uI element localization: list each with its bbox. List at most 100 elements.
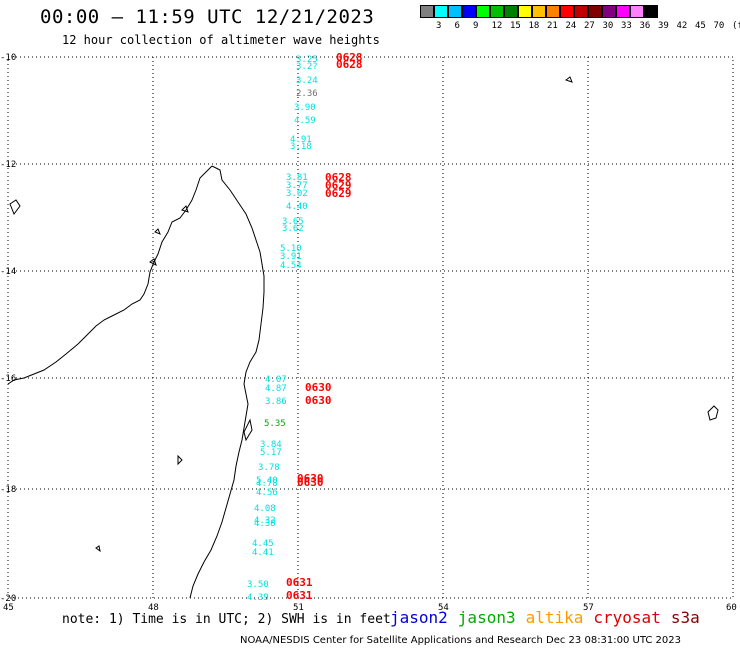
color-legend — [420, 5, 658, 18]
legend-label: 18 — [528, 21, 540, 31]
wave-height-reading: 4.54 — [280, 261, 302, 271]
agalega-island — [564, 76, 573, 83]
legend-swatch — [588, 5, 602, 18]
lat-label: -12 — [0, 160, 16, 170]
wave-height-reading: 3.84 — [260, 440, 282, 450]
legend-label: 30 — [602, 21, 614, 31]
legend-label: 3 — [436, 21, 442, 31]
legend-swatch — [574, 5, 588, 18]
lat-label: -20 — [0, 594, 16, 604]
lon-label: 45 — [3, 603, 14, 613]
legend-label: 70 — [713, 21, 725, 31]
madagascar-coastline — [7, 165, 265, 599]
wave-height-reading: 3.02 — [286, 189, 308, 199]
wave-height-reading: 3.2? — [296, 62, 318, 72]
wave-height-reading: 3.50 — [247, 580, 269, 590]
wave-height-reading: 4.38 — [254, 519, 276, 529]
sainte-marie-island — [243, 418, 253, 442]
legend-label: 15 — [510, 21, 521, 31]
map-title: 00:00 – 11:59 UTC 12/21/2023 — [40, 6, 375, 28]
wave-height-reading: 3.78 — [258, 463, 280, 473]
legend-swatch — [504, 5, 518, 18]
wave-height-reading: 4.91 — [290, 135, 312, 145]
wave-height-reading: 3.77 — [286, 181, 308, 191]
legend-swatch — [462, 5, 476, 18]
units-note: note: 1) Time is in UTC; 2) SWH is in fe… — [62, 612, 391, 627]
satellite-name: altika — [525, 608, 584, 627]
nosy-be-islands — [9, 199, 189, 266]
wave-height-reading: 5.35 — [264, 419, 286, 429]
wave-height-reading: 3.81 — [286, 173, 308, 183]
wave-height-reading: 5.17 — [260, 448, 282, 458]
wave-height-reading: 5.40 — [256, 476, 278, 486]
map-frame — [7, 56, 734, 599]
lon-label: 48 — [148, 603, 159, 613]
satellite-name: s3a — [670, 608, 700, 627]
legend-swatch — [560, 5, 574, 18]
pass-time-label: 0629 — [325, 187, 352, 200]
legend-swatch — [532, 5, 546, 18]
wave-height-reading: 2.36 — [296, 89, 318, 99]
pass-time-label: 0630 — [297, 476, 324, 489]
lon-label: 60 — [726, 603, 737, 613]
legend-label: 33 — [621, 21, 632, 31]
pass-time-label: 0630 — [305, 381, 332, 394]
legend-label: 45 — [695, 21, 706, 31]
lat-label: -10 — [0, 53, 16, 63]
legend-swatch — [434, 5, 448, 18]
lon-label: 54 — [438, 603, 449, 613]
wave-height-reading: 5.10 — [280, 244, 302, 254]
wave-height-reading: 3.90 — [294, 103, 316, 113]
satellite-legend: jason2 jason3 altika cryosat s3a — [390, 608, 710, 627]
legend-label: (ft) — [732, 21, 740, 31]
reunion-island — [707, 405, 719, 421]
legend-swatch — [644, 5, 658, 18]
map-subtitle: 12 hour collection of altimeter wave hei… — [62, 33, 380, 47]
pass-time-label: 0628 — [336, 51, 363, 64]
satellite-name: jason2 — [390, 608, 448, 627]
legend-swatch — [602, 5, 616, 18]
pass-time-label: 0630 — [305, 394, 332, 407]
wave-height-reading: 4.32 — [254, 516, 276, 526]
wave-height-reading: 4.41 — [252, 548, 274, 558]
legend-label: 24 — [565, 21, 577, 31]
lon-axis-labels: 45 48 51 54 57 60 — [3, 603, 737, 613]
wave-height-reading: 4.08 — [254, 504, 276, 514]
lon-label: 51 — [293, 603, 304, 613]
pass-time-label: 0629 — [325, 179, 352, 192]
pass-time-label: 0628 — [336, 58, 363, 71]
legend-swatch — [476, 5, 490, 18]
wave-height-reading: 3.65 — [282, 217, 304, 227]
small-islet — [95, 454, 183, 553]
wave-height-reading: 3.24 — [296, 76, 318, 86]
legend-label: 42 — [676, 21, 688, 31]
pass-time-label: 0628 — [325, 171, 352, 184]
legend-swatch — [448, 5, 462, 18]
legend-swatch — [630, 5, 644, 18]
legend-label: 21 — [547, 21, 558, 31]
wave-height-reading: 4.56 — [256, 488, 278, 498]
wave-height-reading: 3.25 — [296, 55, 318, 65]
legend-swatch — [518, 5, 532, 18]
lat-label: -18 — [0, 485, 16, 495]
pass-time-label: 0631 — [286, 576, 313, 589]
wave-height-reading: 3.62 — [282, 224, 304, 234]
lat-axis-labels: -10 -12 -14 -16 -18 -20 — [0, 53, 16, 604]
satellite-name: cryosat — [593, 608, 661, 627]
wave-height-reading: 4.87 — [265, 384, 287, 394]
graticule — [8, 57, 733, 598]
wave-height-reading: 3.91 — [280, 252, 302, 262]
wave-height-reading: 4.78 — [256, 479, 278, 489]
wave-height-reading: 4.45 — [252, 539, 274, 549]
lat-label: -14 — [0, 267, 16, 277]
legend-swatch — [546, 5, 560, 18]
pass-time-labels: 0628062806280629062906300630063006300631… — [286, 51, 363, 602]
legend-label: 36 — [639, 21, 651, 31]
legend-swatch — [420, 5, 434, 18]
wave-height-reading: 4.40 — [286, 202, 308, 212]
pass-time-label: 0631 — [286, 589, 313, 602]
wave-height-reading: 4.39 — [247, 593, 269, 603]
wave-height-reading: 3.18 — [290, 142, 312, 152]
